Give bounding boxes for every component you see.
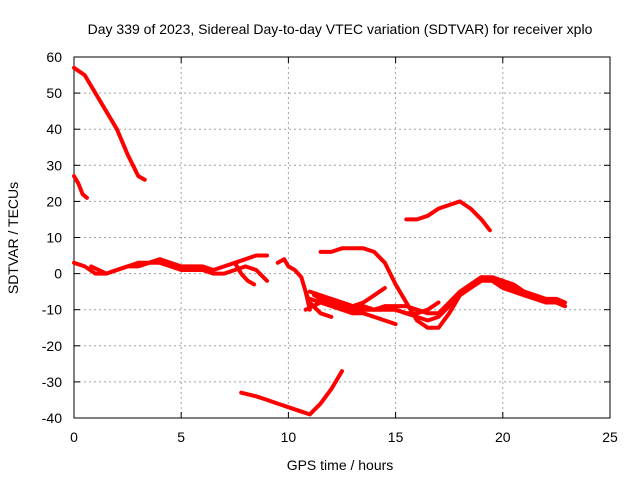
series-arc-12 — [318, 246, 567, 330]
series-arc-2 — [72, 174, 89, 200]
y-tick-label: 10 — [46, 230, 62, 246]
x-tick-label: 0 — [70, 429, 78, 445]
y-tick-label: 20 — [46, 193, 62, 209]
y-tick-label: 60 — [46, 49, 62, 65]
y-tick-label: -40 — [42, 410, 62, 426]
x-tick-label: 25 — [602, 429, 618, 445]
series-arc-11 — [303, 289, 334, 319]
x-axis-label: GPS time / hours — [287, 457, 394, 473]
y-tick-label: 0 — [54, 266, 62, 282]
series-arc-5 — [232, 260, 257, 287]
grid — [74, 57, 610, 418]
series-arc-15 — [239, 369, 344, 417]
chart-title: Day 339 of 2023, Sidereal Day-to-day VTE… — [88, 21, 593, 37]
axes: 0 5 10 15 20 25 -40 -30 -20 -10 0 10 20 30 40 50 60 — [42, 49, 618, 445]
y-tick-label: -20 — [42, 338, 62, 354]
series-arc-13 — [393, 300, 441, 316]
series-arc-14 — [404, 199, 492, 233]
y-tick-label: 40 — [46, 121, 62, 137]
y-tick-label: -10 — [42, 302, 62, 318]
series-arc-6 — [275, 257, 312, 312]
y-tick-label: 50 — [46, 85, 62, 101]
series-arc-10 — [303, 275, 567, 316]
series-layer — [72, 65, 567, 417]
series-arc-4 — [89, 253, 269, 276]
y-tick-label: 30 — [46, 157, 62, 173]
series-arc-1 — [72, 65, 147, 182]
x-tick-label: 10 — [281, 429, 297, 445]
y-axis-label: SDTVAR / TECUs — [5, 182, 21, 294]
x-tick-label: 5 — [177, 429, 185, 445]
x-tick-label: 20 — [495, 429, 511, 445]
x-tick-label: 15 — [388, 429, 404, 445]
y-tick-label: -30 — [42, 374, 62, 390]
